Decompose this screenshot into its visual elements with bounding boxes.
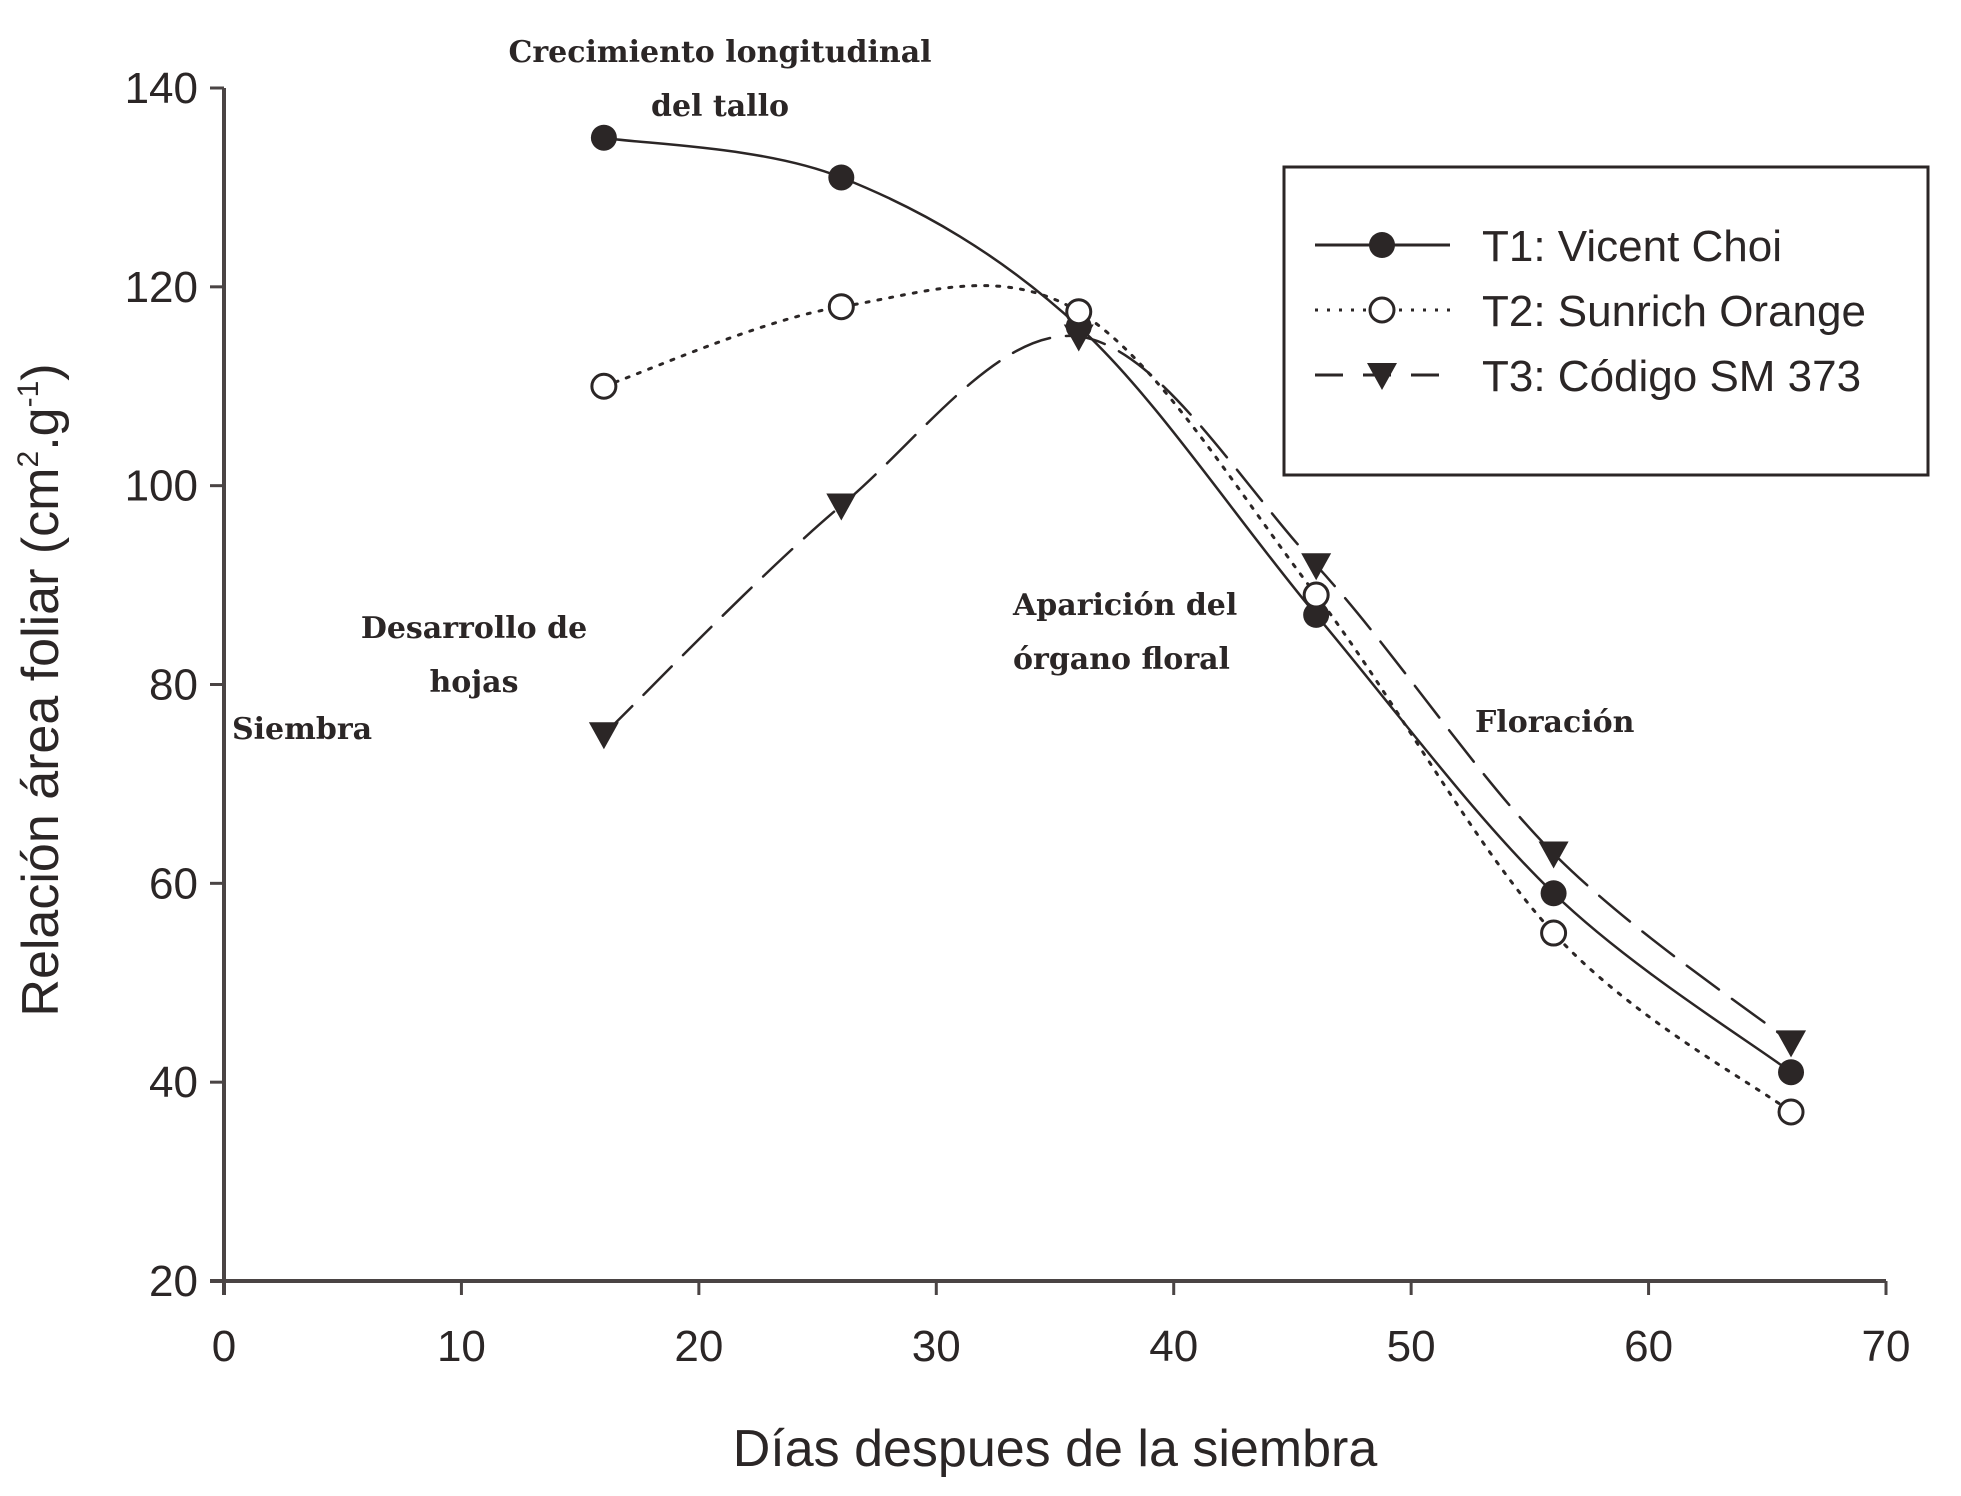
data-point-t3: [1063, 324, 1094, 352]
y-tick-label: 100: [125, 462, 198, 511]
data-point-t2: [1065, 298, 1093, 326]
legend-marker-t1: [1369, 232, 1395, 258]
legend-box: [1282, 165, 1930, 477]
x-tick-label: 60: [1624, 1322, 1673, 1371]
y-tick-label: 140: [125, 64, 198, 113]
x-tick-label: 50: [1387, 1322, 1436, 1371]
data-point-t1: [1778, 1059, 1805, 1086]
y-tick-label: 20: [149, 1257, 198, 1306]
phase-annotation: Crecimiento longitudinal: [508, 35, 931, 70]
y-axis-title: Relación área foliar (cm2.g-1): [12, 363, 70, 1016]
x-axis-title: Días despues de la siembra: [733, 1420, 1378, 1478]
x-tick-label: 70: [1862, 1322, 1911, 1371]
phase-annotation: del tallo: [651, 89, 789, 124]
data-point-t1: [828, 164, 855, 191]
series-line-t3: [602, 334, 1793, 1044]
data-point-t1: [590, 124, 617, 151]
legend-label-t2: T2: Sunrich Orange: [1482, 287, 1866, 336]
data-point-t2: [827, 293, 855, 321]
data-point-t1: [1540, 880, 1567, 907]
x-tick-label: 10: [437, 1322, 486, 1371]
data-point-t2: [1302, 581, 1330, 609]
legend-label-t1: T1: Vicent Choi: [1482, 222, 1782, 271]
x-tick-label: 0: [212, 1322, 236, 1371]
phase-annotation: hojas: [429, 665, 518, 700]
series-markers: [588, 124, 1807, 1126]
data-point-t2: [1777, 1098, 1805, 1126]
phase-annotation: Desarrollo de: [361, 611, 587, 646]
data-point-t3: [1538, 841, 1569, 869]
data-point-t2: [1540, 919, 1568, 947]
x-tick-label: 40: [1149, 1322, 1198, 1371]
data-point-t3: [1776, 1030, 1807, 1058]
data-point-t3: [1301, 553, 1332, 581]
annotations: Crecimiento longitudinal del tallo Desarro…: [232, 35, 1635, 747]
y-tick-label: 60: [149, 859, 198, 908]
data-point-t1: [1303, 601, 1330, 628]
y-tick-label: 120: [125, 263, 198, 312]
phase-annotation: Aparición del: [1012, 588, 1237, 623]
y-tick-label: 80: [149, 661, 198, 710]
data-point-t2: [590, 372, 618, 400]
data-point-t3: [588, 722, 619, 750]
phase-annotation: Siembra: [232, 712, 372, 747]
y-tick-label: 40: [149, 1058, 198, 1107]
legend-marker-t3: [1367, 363, 1397, 390]
legend-marker-t2: [1368, 296, 1396, 324]
legend-label-t3: T3: Código SM 373: [1482, 352, 1861, 401]
legend: T1: Vicent Choi T2: Sunrich Orange T3: Cód…: [1282, 165, 1930, 477]
x-tick-label: 30: [912, 1322, 961, 1371]
phase-annotation: Floración: [1475, 705, 1635, 740]
axes: 20 40 60 80 100 120 140 0 10 20 30 40 50 60 70: [125, 64, 1911, 1371]
data-point-t3: [826, 493, 857, 521]
phase-annotation: órgano floral: [1013, 642, 1230, 677]
x-tick-label: 20: [674, 1322, 723, 1371]
